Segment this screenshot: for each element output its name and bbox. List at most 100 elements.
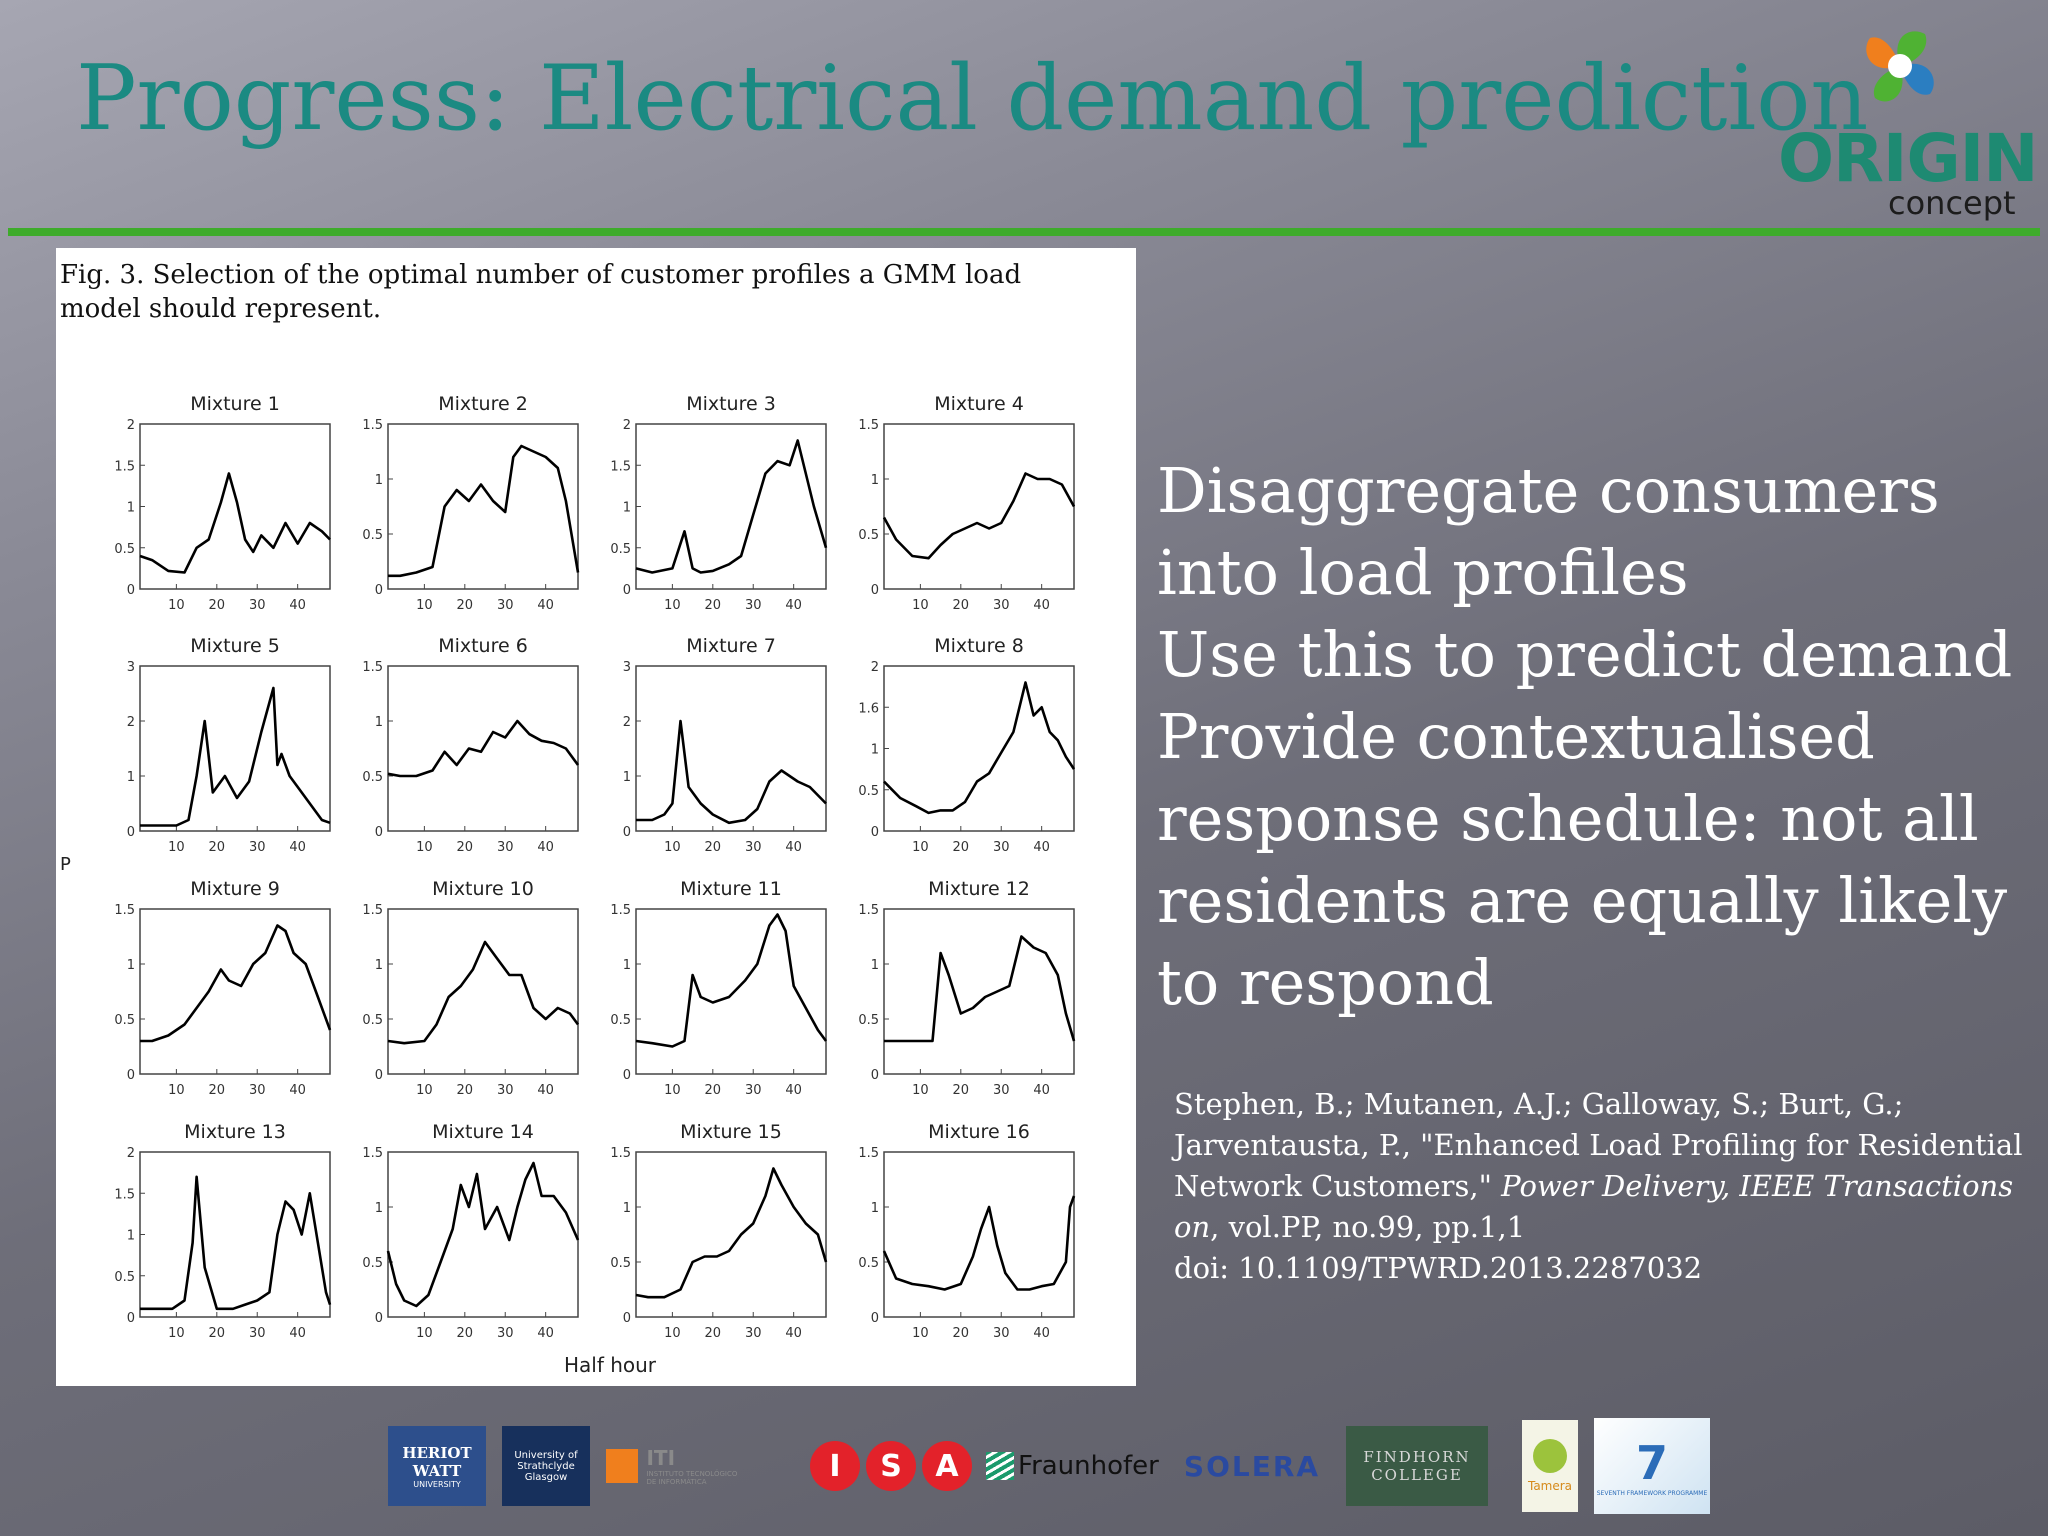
isa-letter: I xyxy=(810,1441,860,1491)
panel-frame xyxy=(387,908,579,1075)
y-tick-label: 0 xyxy=(375,825,383,840)
iti-name: ITI xyxy=(646,1446,676,1470)
x-tick-label: 40 xyxy=(537,840,554,855)
series-line xyxy=(387,940,580,1045)
series-line xyxy=(882,1195,1076,1291)
y-tick-label: 3 xyxy=(127,660,135,675)
bullet-item: Disaggregate consumers into load profile… xyxy=(1157,454,1940,609)
isa-letter: S xyxy=(866,1441,916,1491)
y-tick-label: 2 xyxy=(871,660,879,675)
x-tick-label: 10 xyxy=(664,598,681,613)
bullet-list: Disaggregate consumers into load profile… xyxy=(1157,450,2037,1024)
y-tick-label: 0 xyxy=(623,1311,631,1326)
y-tick-label: 0 xyxy=(127,1311,135,1326)
x-tick-label: 10 xyxy=(912,1326,929,1341)
bullet-item: Use this to predict demand xyxy=(1157,618,2013,691)
tamera-mark xyxy=(1533,1439,1567,1473)
y-tick-label: 0 xyxy=(871,825,879,840)
y-tick-label: 0.5 xyxy=(114,1270,135,1285)
series-line xyxy=(139,472,331,574)
x-tick-label: 40 xyxy=(289,1083,306,1098)
y-tick-label: 0.5 xyxy=(362,770,383,785)
tamera-logo: Tamera xyxy=(1522,1420,1578,1512)
x-tick-label: 30 xyxy=(249,1083,266,1098)
tamera-name: Tamera xyxy=(1527,1479,1573,1493)
isa-logo: I S A xyxy=(806,1426,976,1506)
iti-mark xyxy=(606,1449,639,1483)
y-tick-label: 1.5 xyxy=(858,1146,879,1161)
y-tick-label: 1.5 xyxy=(362,903,383,918)
y-tick-label: 1 xyxy=(375,958,383,973)
panel-frame xyxy=(139,423,331,590)
panel-frame xyxy=(883,665,1075,832)
x-tick-label: 10 xyxy=(912,598,929,613)
x-tick-label: 20 xyxy=(705,598,722,613)
y-tick-label: 1 xyxy=(871,473,879,488)
series-line xyxy=(140,924,332,1043)
x-tick-label: 40 xyxy=(537,1083,554,1098)
y-tick-label: 0 xyxy=(871,583,879,598)
y-tick-label: 0 xyxy=(375,583,383,598)
x-tick-label: 20 xyxy=(209,840,226,855)
y-tick-label: 0.5 xyxy=(610,542,631,557)
y-tick-label: 0.5 xyxy=(610,1013,631,1028)
x-tick-label: 30 xyxy=(745,1326,762,1341)
y-tick-label: 1 xyxy=(871,743,879,758)
x-tick-label: 30 xyxy=(745,840,762,855)
series-line xyxy=(636,719,827,825)
x-tick-label: 40 xyxy=(785,1083,802,1098)
x-tick-label: 10 xyxy=(416,598,433,613)
x-tick-label: 30 xyxy=(249,1326,266,1341)
origin-concept-logo: ORIGIN concept xyxy=(1770,26,2040,226)
strathclyde-logo: University of Strathclyde Glasgow xyxy=(502,1426,590,1506)
y-tick-label: 1 xyxy=(871,1201,879,1216)
y-tick-label: 0 xyxy=(375,1311,383,1326)
y-tick-label: 0.5 xyxy=(858,528,879,543)
fraunhofer-logo: Fraunhofer xyxy=(986,1426,1176,1506)
series-line xyxy=(884,935,1076,1043)
series-line xyxy=(635,439,828,574)
x-tick-label: 20 xyxy=(457,598,474,613)
x-tick-label: 20 xyxy=(457,840,474,855)
x-tick-label: 10 xyxy=(416,1083,433,1098)
y-tick-label: 0.5 xyxy=(858,1256,879,1271)
y-tick-label: 0 xyxy=(127,825,135,840)
panel-frame xyxy=(635,908,827,1075)
y-axis-label: P xyxy=(60,854,71,875)
y-tick-label: 1 xyxy=(127,770,135,785)
y-tick-label: 0 xyxy=(871,1311,879,1326)
x-tick-label: 10 xyxy=(664,1326,681,1341)
x-tick-label: 40 xyxy=(1033,1326,1050,1341)
panel-frame xyxy=(883,908,1075,1075)
citation-details: , vol.PP, no.99, pp.1,1 xyxy=(1210,1210,1526,1244)
fraunhofer-mark xyxy=(986,1452,1014,1480)
y-tick-label: 1 xyxy=(623,1201,631,1216)
x-tick-label: 10 xyxy=(664,1083,681,1098)
x-tick-label: 40 xyxy=(289,840,306,855)
heriot-watt-sub: UNIVERSITY xyxy=(413,1479,461,1489)
panel-title: Mixture 10 xyxy=(432,878,534,900)
bullet-item: Provide contextualised response schedule… xyxy=(1157,700,2008,1019)
panel-frame xyxy=(883,423,1075,590)
fp7-sub: SEVENTH FRAMEWORK PROGRAMME xyxy=(1596,1489,1708,1497)
panel-title: Mixture 1 xyxy=(190,393,280,415)
panel-title: Mixture 11 xyxy=(680,878,782,900)
y-tick-label: 2 xyxy=(127,418,135,433)
x-tick-label: 20 xyxy=(209,1083,226,1098)
x-tick-label: 40 xyxy=(1033,1083,1050,1098)
x-tick-label: 40 xyxy=(785,1326,802,1341)
y-tick-label: 0 xyxy=(127,1068,135,1083)
y-tick-label: 3 xyxy=(623,660,631,675)
x-tick-label: 40 xyxy=(1033,598,1050,613)
y-tick-label: 1.5 xyxy=(362,660,383,675)
x-tick-label: 20 xyxy=(953,840,970,855)
heriot-watt-name: HERIOT WATT xyxy=(402,1443,472,1480)
y-tick-label: 1.5 xyxy=(610,1146,631,1161)
panel-frame xyxy=(635,665,827,832)
x-axis-label: Half hour xyxy=(564,1353,657,1377)
panel-frame xyxy=(387,1151,579,1318)
solera-logo: SOLERA xyxy=(1182,1426,1322,1506)
findhorn-name: FINDHORN COLLEGE xyxy=(1363,1448,1471,1484)
x-tick-label: 30 xyxy=(745,598,762,613)
x-tick-label: 10 xyxy=(664,840,681,855)
